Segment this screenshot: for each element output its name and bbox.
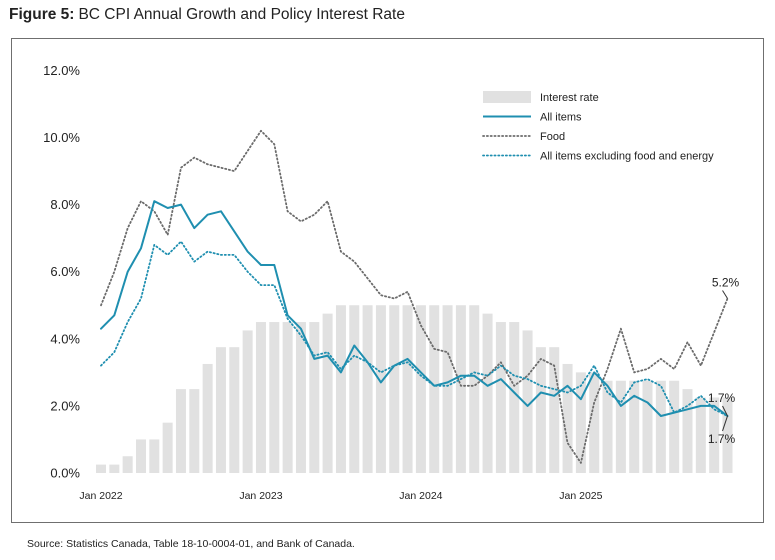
interest-rate-bar <box>709 397 720 473</box>
series-line-food <box>100 129 729 464</box>
interest-rate-bar <box>415 305 426 473</box>
series-line-all-items-excluding-food-and-energy <box>100 240 729 417</box>
end-annotations: 5.2% 1.7% 1.7% <box>708 276 740 446</box>
x-tick-label: Jan 2024 <box>399 490 442 502</box>
interest-rate-bar <box>242 330 253 473</box>
annotation-leader <box>722 290 728 299</box>
interest-rate-bar <box>402 305 413 473</box>
interest-rate-bar <box>455 305 466 473</box>
interest-rate-bar <box>175 389 186 473</box>
interest-rate-bar <box>255 322 266 473</box>
legend-label: Food <box>540 131 565 143</box>
y-tick-label: 4.0% <box>50 331 80 346</box>
x-tick-label: Jan 2023 <box>239 490 282 502</box>
end-value-label: 1.7% <box>708 391 736 405</box>
chart-frame <box>11 38 764 523</box>
interest-rate-bar <box>535 347 546 473</box>
interest-rate-bar <box>309 322 320 473</box>
interest-rate-bar <box>469 305 480 473</box>
legend-swatch-interest-rate <box>483 91 531 103</box>
interest-rate-bar <box>149 439 160 473</box>
interest-rate-bar <box>189 389 200 473</box>
y-tick-label: 6.0% <box>50 264 80 279</box>
series-line-all-items <box>100 200 729 417</box>
interest-rate-bar <box>562 363 573 473</box>
interest-rate-bar <box>589 372 600 473</box>
interest-rate-bar <box>362 305 373 473</box>
interest-rate-bar <box>442 305 453 473</box>
interest-rate-bar <box>202 363 213 473</box>
interest-rate-bar <box>522 330 533 473</box>
figure-title-text: BC CPI Annual Growth and Policy Interest… <box>78 6 405 23</box>
interest-rate-bar <box>575 372 586 473</box>
legend-label: Interest rate <box>540 92 599 104</box>
interest-rate-bar <box>215 347 226 473</box>
figure-label: Figure 5: <box>9 6 75 23</box>
interest-rate-bar <box>602 380 613 473</box>
interest-rate-bar <box>629 380 640 473</box>
interest-rate-bar <box>162 422 173 473</box>
interest-rate-bar <box>322 313 333 473</box>
x-tick-label: Jan 2022 <box>79 490 122 502</box>
y-axis: 0.0% 2.0% 4.0% 6.0% 8.0% 10.0% 12.0% <box>43 63 80 481</box>
legend-label: All items excluding food and energy <box>540 151 714 163</box>
interest-rate-bar <box>669 380 680 473</box>
interest-rate-bar <box>229 347 240 473</box>
y-tick-label: 0.0% <box>50 466 80 481</box>
end-value-label: 5.2% <box>712 276 740 290</box>
interest-rate-bar <box>282 322 293 473</box>
y-tick-label: 2.0% <box>50 398 80 413</box>
end-value-label: 1.7% <box>708 432 736 446</box>
figure-title: Figure 5: BC CPI Annual Growth and Policy… <box>9 6 405 24</box>
y-tick-label: 10.0% <box>43 130 80 145</box>
interest-rate-bar <box>695 397 706 473</box>
interest-rate-bar <box>375 305 386 473</box>
annotation-leader <box>722 405 728 417</box>
interest-rate-bar <box>269 322 280 473</box>
source-note: Source: Statistics Canada, Table 18-10-0… <box>27 538 355 550</box>
interest-rate-bar <box>549 347 560 473</box>
interest-rate-bar <box>122 456 133 473</box>
x-tick-label: Jan 2025 <box>559 490 602 502</box>
annotation-leader <box>722 415 728 432</box>
interest-rate-bar <box>335 305 346 473</box>
interest-rate-bars <box>96 305 733 473</box>
interest-rate-bar <box>429 305 440 473</box>
interest-rate-bar <box>495 322 506 473</box>
y-tick-label: 8.0% <box>50 197 80 212</box>
interest-rate-bar <box>722 397 733 473</box>
interest-rate-bar <box>135 439 146 473</box>
interest-rate-bar <box>655 380 666 473</box>
interest-rate-bar <box>295 322 306 473</box>
series-lines <box>100 129 729 464</box>
x-axis: Jan 2022 Jan 2023 Jan 2024 Jan 2025 <box>79 490 602 502</box>
interest-rate-bar <box>96 464 106 473</box>
legend-label: All items <box>540 112 582 124</box>
interest-rate-bar <box>509 322 520 473</box>
interest-rate-bar <box>682 389 693 473</box>
interest-rate-bar <box>615 380 626 473</box>
interest-rate-bar <box>349 305 360 473</box>
interest-rate-bar <box>109 464 120 473</box>
interest-rate-bar <box>389 305 400 473</box>
legend: Interest rate All items Food All items excl… <box>482 91 714 163</box>
y-tick-label: 12.0% <box>43 63 80 78</box>
interest-rate-bar <box>482 313 493 473</box>
interest-rate-bar <box>642 380 653 473</box>
